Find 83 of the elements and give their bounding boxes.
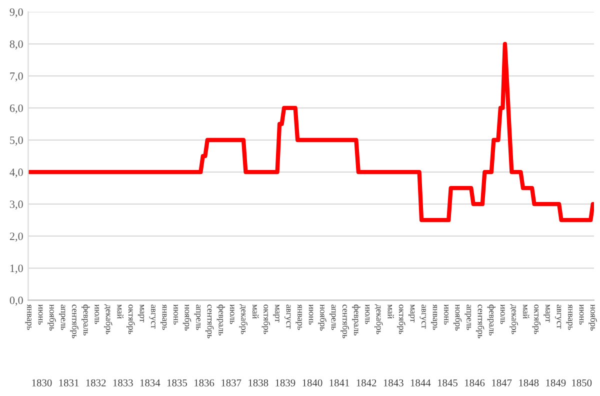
x-tick-label: июль bbox=[230, 304, 234, 324]
x-tick-label: апрель bbox=[59, 304, 66, 330]
x-tick-label: июль bbox=[365, 304, 370, 324]
x-tick-label: февраль bbox=[82, 304, 90, 336]
x-tick-label: август bbox=[554, 304, 562, 329]
x-tick-label: сентябрь bbox=[340, 304, 350, 338]
text: 1833 bbox=[113, 379, 133, 386]
text: 1844 bbox=[410, 379, 431, 386]
x-tick-label: ноябрь bbox=[182, 304, 192, 331]
x-tick-label: август bbox=[284, 304, 291, 329]
x-tick-label: июнь bbox=[38, 304, 43, 325]
text: 1843 bbox=[384, 379, 404, 386]
x-tick-label: июнь bbox=[444, 304, 448, 325]
y-tick-label: 7,0 bbox=[10, 72, 23, 82]
text: 1850 bbox=[572, 379, 592, 386]
x-tick-label: февраль bbox=[352, 304, 360, 336]
x-tick-label: март bbox=[138, 304, 144, 322]
text: 1845 bbox=[438, 379, 458, 386]
text: 1836 bbox=[194, 379, 214, 386]
text: 1840 bbox=[302, 379, 322, 386]
x-tick-label: октябрь bbox=[532, 304, 541, 334]
x-tick-label: март bbox=[408, 304, 415, 322]
y-tick-label: 9,0 bbox=[10, 8, 23, 18]
x-tick-label: январь bbox=[566, 304, 572, 330]
text: 1839 bbox=[276, 379, 296, 386]
x-tick-label: ноябрь bbox=[318, 304, 327, 331]
x-tick-label: январь bbox=[296, 304, 302, 330]
x-tick-label: январь bbox=[25, 304, 32, 330]
x-tick-label: январь bbox=[430, 304, 438, 330]
line-series bbox=[28, 42, 594, 222]
x-tick-label: апрель bbox=[464, 304, 471, 330]
x-tick-label: сентябрь bbox=[476, 304, 484, 338]
x-tick-label: май bbox=[252, 304, 259, 319]
x-tick-label: ноябрь bbox=[588, 304, 598, 331]
y-tick-label: 2,0 bbox=[10, 232, 23, 242]
x-tick-label: декабрь bbox=[510, 304, 518, 334]
text: 1830 bbox=[32, 379, 52, 386]
x-tick-label: февраль bbox=[487, 304, 496, 336]
x-tick-label: сентябрь bbox=[70, 304, 79, 338]
y-tick-label: 8,0 bbox=[10, 40, 23, 50]
text: 1847 bbox=[492, 379, 512, 386]
text: 1831 bbox=[59, 379, 79, 386]
x-tick-label: май bbox=[117, 304, 124, 319]
text: 1846 bbox=[465, 379, 485, 386]
x-tick-label: май bbox=[522, 304, 530, 319]
x-tick-label: июль bbox=[500, 304, 505, 324]
y-tick-label: 0,0 bbox=[10, 296, 23, 306]
y-tick-label: 6,0 bbox=[10, 104, 23, 114]
text: 1849 bbox=[546, 379, 566, 386]
text: 1837 bbox=[222, 379, 242, 386]
text: 1848 bbox=[519, 379, 539, 386]
x-tick-label: январь bbox=[160, 304, 167, 330]
y-tick-label: 5,0 bbox=[10, 136, 23, 146]
x-tick-label: декабрь bbox=[239, 304, 248, 334]
text: 1834 bbox=[140, 379, 160, 386]
text: 1835 bbox=[167, 379, 187, 386]
x-tick-label: октябрь bbox=[397, 304, 406, 334]
x-tick-label: апрель bbox=[330, 304, 336, 330]
x-tick-label: март bbox=[273, 304, 280, 322]
y-tick-label: 1,0 bbox=[10, 264, 23, 274]
x-tick-label: март bbox=[544, 304, 550, 322]
y-tick-label: 3,0 bbox=[10, 200, 23, 210]
text: 1832 bbox=[86, 379, 106, 386]
x-tick-label: февраль bbox=[216, 304, 226, 336]
x-tick-label: декабрь bbox=[374, 304, 383, 334]
x-tick-label: август bbox=[149, 304, 156, 329]
text: 1841 bbox=[330, 379, 350, 386]
x-tick-label: июль bbox=[94, 304, 100, 324]
x-tick-label: октябрь bbox=[262, 304, 270, 334]
x-tick-label: август bbox=[420, 304, 426, 329]
x-tick-label: май bbox=[388, 304, 394, 319]
x-tick-label: июнь bbox=[308, 304, 314, 325]
x-tick-label: апрель bbox=[194, 304, 200, 330]
x-tick-label: июнь bbox=[579, 304, 584, 325]
x-tick-label: сентябрь bbox=[205, 304, 214, 338]
x-tick-label: октябрь bbox=[126, 304, 135, 334]
text: 1842 bbox=[356, 379, 376, 386]
text: 1838 bbox=[248, 379, 268, 386]
x-tick-label: ноябрь bbox=[48, 304, 56, 331]
x-tick-label: ноябрь bbox=[453, 304, 462, 331]
x-tick-label: июнь bbox=[174, 304, 178, 325]
y-tick-label: 4,0 bbox=[10, 168, 23, 178]
x-tick-label: декабрь bbox=[104, 304, 112, 334]
